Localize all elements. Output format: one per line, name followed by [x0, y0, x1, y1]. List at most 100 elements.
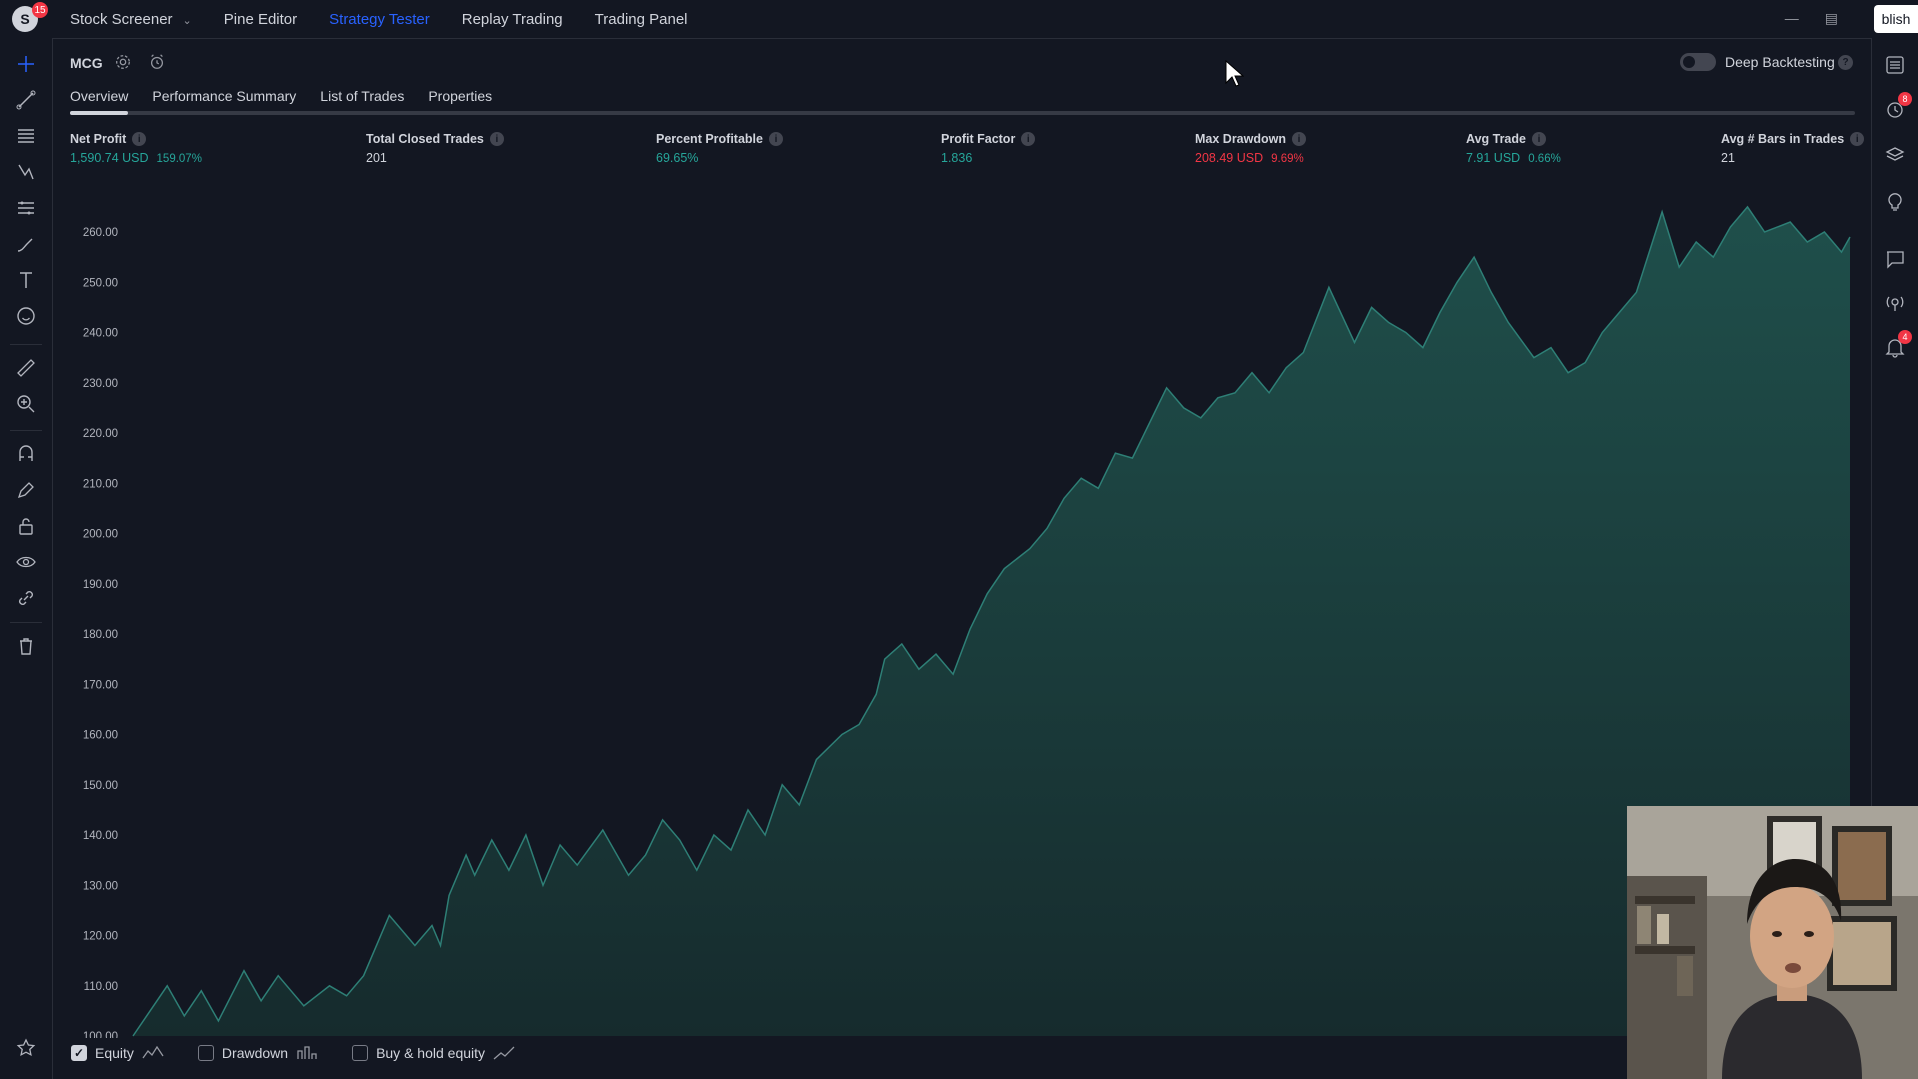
legend-label: Equity	[95, 1045, 134, 1061]
y-tick-label: 250.00	[83, 277, 118, 289]
link-icon[interactable]	[12, 584, 40, 612]
zoom-in-icon[interactable]	[12, 390, 40, 418]
tab-overview[interactable]: Overview	[70, 88, 129, 104]
metric-total-closed-trades: Total Closed Trades i 201	[366, 132, 504, 165]
metric-value: 21	[1721, 151, 1735, 165]
lock-icon[interactable]	[12, 512, 40, 540]
eye-icon[interactable]	[12, 548, 40, 576]
drawdown-checkbox[interactable]	[197, 1045, 214, 1061]
info-icon[interactable]: i	[132, 132, 147, 146]
publish-button[interactable]: blish	[1874, 5, 1918, 33]
metric-value: 7.91 USD	[1466, 151, 1521, 165]
equity-chart: 100.00 110.00 120.00 130.00 140.00 150.00 160.…	[83, 205, 1851, 1038]
brush-icon[interactable]	[12, 230, 40, 258]
settings-gear-icon[interactable]	[113, 52, 133, 72]
pattern-icon[interactable]	[12, 158, 40, 186]
y-tick-label: 120.00	[83, 931, 118, 943]
menu-strategy-tester[interactable]: Strategy Tester	[329, 10, 430, 28]
deep-backtesting-toggle[interactable]	[1680, 53, 1716, 71]
tab-properties[interactable]: Properties	[428, 88, 493, 104]
menu-stock-screener[interactable]: Stock Screener ⌄	[70, 11, 192, 28]
presenter-video-image	[1627, 806, 1918, 1079]
metric-sub: 9.69%	[1271, 153, 1304, 165]
chat-icon[interactable]	[1882, 246, 1908, 272]
y-tick-label: 230.00	[83, 378, 118, 390]
equity-checkbox[interactable]: ✓	[71, 1045, 87, 1061]
chart-legend: ✓ Equity Drawdown Buy & hold equity	[71, 1045, 549, 1061]
chevron-down-icon[interactable]: ⌄	[182, 14, 192, 27]
info-icon[interactable]: i	[768, 132, 783, 146]
minimize-icon[interactable]: —	[1784, 10, 1799, 26]
legend-equity[interactable]: ✓ Equity	[71, 1045, 164, 1061]
y-tick-label: 140.00	[83, 830, 118, 842]
panel-controls: — ▤	[1785, 10, 1838, 27]
watchlist-icon[interactable]	[1882, 52, 1908, 78]
deep-backtesting-label: Deep Backtesting	[1725, 54, 1835, 70]
trend-line-icon[interactable]	[12, 86, 40, 114]
maximize-icon[interactable]: ▤	[1824, 10, 1838, 26]
metric-sub: 0.66%	[1528, 153, 1561, 165]
metric-title: Total Closed Trades	[366, 132, 484, 146]
legend-drawdown[interactable]: Drawdown	[197, 1045, 318, 1061]
tab-list-of-trades[interactable]: List of Trades	[320, 88, 405, 104]
legend-buy-hold[interactable]: Buy & hold equity	[352, 1045, 515, 1061]
top-bar: S 15 Stock Screener ⌄ Pine Editor Strateg…	[0, 0, 1918, 39]
toolbar-divider	[10, 430, 42, 431]
info-icon[interactable]: i	[1021, 132, 1036, 146]
y-tick-label: 220.00	[83, 428, 118, 440]
fib-retracement-icon[interactable]	[12, 122, 40, 150]
tab-performance-summary[interactable]: Performance Summary	[152, 88, 297, 104]
main-menu: Stock Screener ⌄ Pine Editor Strategy Tes…	[70, 0, 720, 38]
y-tick-label: 260.00	[83, 227, 118, 239]
alerts-icon[interactable]: 8	[1882, 92, 1912, 122]
y-tick-label: 170.00	[83, 679, 118, 691]
ideas-icon[interactable]	[1882, 188, 1908, 214]
metric-avg-trade: Avg Trade i 7.91 USD 0.66%	[1466, 132, 1561, 165]
info-icon[interactable]: i	[1292, 132, 1306, 146]
menu-trading-panel[interactable]: Trading Panel	[594, 10, 688, 28]
line-chart-icon	[493, 1046, 515, 1060]
emoji-icon[interactable]	[12, 302, 40, 330]
pencil-lock-icon[interactable]	[12, 476, 40, 504]
notifications-badge: 4	[1898, 330, 1912, 344]
metric-title: Profit Factor	[941, 132, 1016, 146]
legend-label: Drawdown	[221, 1045, 289, 1061]
equity-line	[132, 205, 1851, 1037]
y-tick-label: 160.00	[83, 730, 118, 742]
prediction-icon[interactable]	[12, 194, 40, 222]
alarm-clock-icon[interactable]	[147, 52, 167, 72]
trash-icon[interactable]	[12, 632, 40, 660]
info-icon[interactable]: i	[1531, 132, 1546, 146]
text-tool-icon[interactable]	[12, 266, 40, 294]
layers-icon[interactable]	[1882, 142, 1908, 168]
broadcast-icon[interactable]	[1882, 290, 1908, 316]
tabs-underline-track	[70, 111, 1855, 115]
info-icon[interactable]: i	[489, 132, 504, 146]
notifications-bell-icon[interactable]: 4	[1882, 330, 1912, 360]
crosshair-icon[interactable]	[12, 50, 40, 78]
area-chart-icon	[142, 1046, 164, 1060]
metric-value: 201	[366, 151, 387, 165]
tester-tabs: Overview Performance Summary List of Tra…	[70, 88, 516, 114]
metric-max-drawdown: Max Drawdown i 208.49 USD 9.69%	[1195, 132, 1306, 165]
equity-area-fill	[133, 206, 1850, 1036]
metric-percent-profitable: Percent Profitable i 69.65%	[656, 132, 783, 165]
magnet-icon[interactable]	[12, 440, 40, 468]
y-tick-label: 130.00	[83, 880, 118, 892]
menu-pine-editor[interactable]: Pine Editor	[223, 10, 298, 28]
ruler-icon[interactable]	[12, 354, 40, 382]
metric-sub: 159.07%	[156, 153, 202, 165]
y-tick-label: 100.00	[83, 1031, 118, 1038]
metric-value: 208.49 USD	[1195, 151, 1264, 165]
metric-value: 1.836	[941, 151, 973, 165]
legend-label: Buy & hold equity	[376, 1045, 486, 1061]
webcam-overlay	[1627, 806, 1918, 1079]
metric-title: Avg # Bars in Trades	[1721, 132, 1845, 146]
info-icon[interactable]: i	[1850, 132, 1865, 146]
metric-title: Percent Profitable	[656, 132, 763, 146]
help-icon[interactable]: ?	[1838, 55, 1853, 70]
star-icon[interactable]	[12, 1034, 40, 1062]
toolbar-divider	[10, 344, 42, 345]
menu-replay-trading[interactable]: Replay Trading	[461, 10, 563, 28]
buy-hold-checkbox[interactable]	[352, 1045, 369, 1061]
